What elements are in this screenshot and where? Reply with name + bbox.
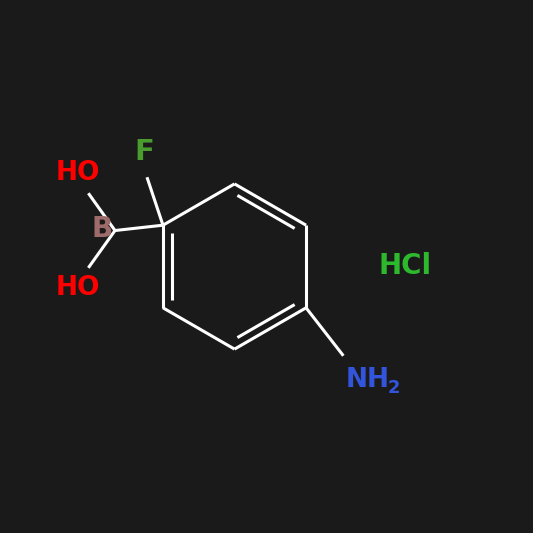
Text: NH: NH <box>345 367 390 393</box>
Text: B: B <box>91 215 112 244</box>
Text: HCl: HCl <box>378 253 432 280</box>
Text: HO: HO <box>55 275 100 301</box>
Text: F: F <box>134 138 154 166</box>
Text: HO: HO <box>55 160 100 186</box>
Text: 2: 2 <box>388 379 400 397</box>
